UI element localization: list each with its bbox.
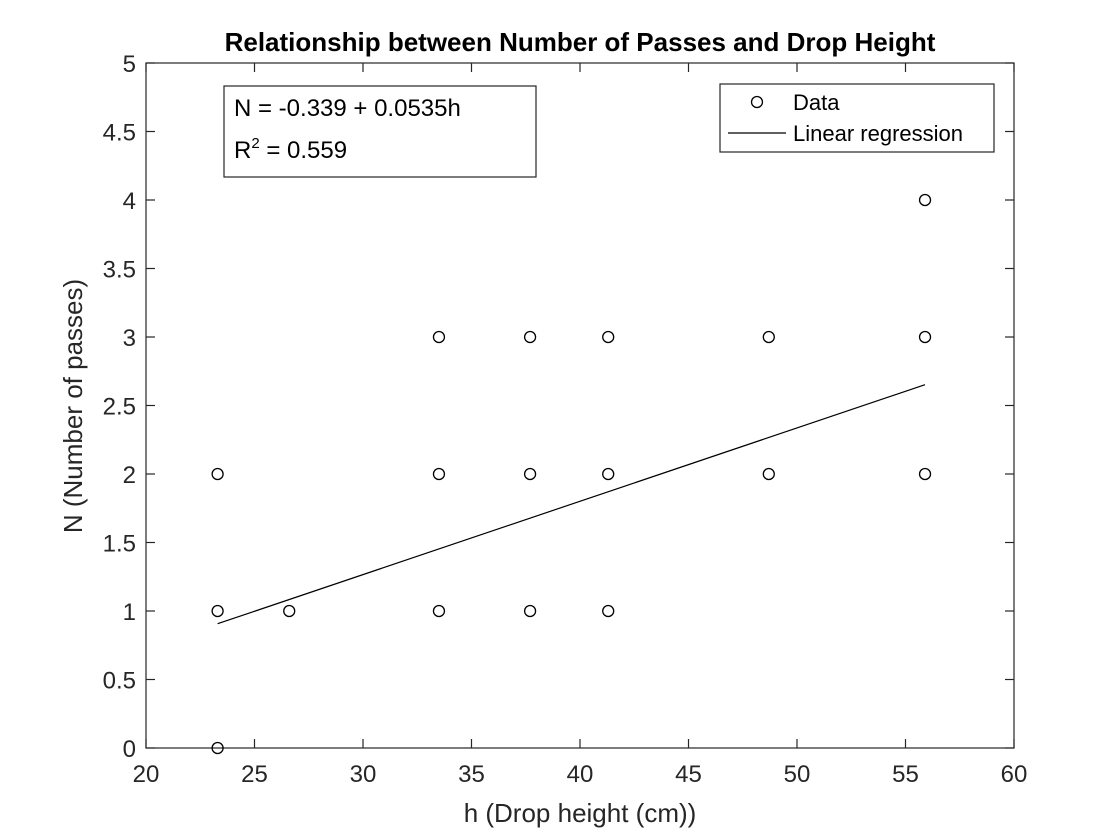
chart-title: Relationship between Number of Passes an… bbox=[225, 27, 936, 57]
y-axis-title: N (Number of passes) bbox=[58, 279, 88, 533]
x-tick-label: 40 bbox=[567, 761, 594, 788]
data-point bbox=[523, 467, 537, 481]
data-point bbox=[762, 330, 775, 344]
r-squared-label: R2 = 0.559 bbox=[234, 135, 347, 164]
data-point bbox=[211, 741, 224, 755]
y-tick-label: 3.5 bbox=[103, 257, 136, 284]
data-point bbox=[432, 330, 446, 344]
legend-label-data: Data bbox=[793, 90, 840, 115]
data-point bbox=[523, 604, 537, 618]
y-tick-label: 4 bbox=[123, 188, 136, 215]
x-tick-label: 60 bbox=[1001, 761, 1028, 788]
axis-ticks: 20 25 30 35 40 45 50 55 60 0 0.5 1 1.5 2 2.5 3 3.5 4 4.5 5 bbox=[103, 51, 1028, 788]
x-tick-label: 55 bbox=[892, 761, 919, 788]
regression-line bbox=[217, 384, 926, 625]
x-tick-label: 50 bbox=[784, 761, 811, 788]
data-point bbox=[283, 604, 296, 618]
x-tick-label: 35 bbox=[458, 761, 485, 788]
x-axis-title: h (Drop height (cm)) bbox=[464, 798, 697, 828]
data-point bbox=[918, 193, 932, 207]
r-squared-base: R bbox=[234, 137, 251, 164]
x-tick-label: 45 bbox=[675, 761, 702, 788]
y-tick-label: 0 bbox=[123, 736, 136, 763]
y-tick-label: 3 bbox=[123, 325, 136, 352]
y-tick-label: 4.5 bbox=[103, 120, 136, 147]
y-tick-label: 5 bbox=[123, 51, 136, 78]
x-tick-label: 20 bbox=[133, 761, 160, 788]
data-point bbox=[523, 330, 537, 344]
data-point bbox=[211, 604, 224, 618]
y-tick-label: 2 bbox=[123, 462, 136, 489]
data-point bbox=[211, 467, 224, 481]
annotation-frame bbox=[223, 85, 537, 178]
data-point bbox=[432, 467, 446, 481]
data-point bbox=[602, 604, 615, 618]
x-tick-label: 30 bbox=[350, 761, 377, 788]
data-point bbox=[432, 604, 446, 618]
legend: Data Linear regression bbox=[719, 83, 995, 153]
x-tick-label: 25 bbox=[241, 761, 268, 788]
r-squared-superscript: 2 bbox=[251, 135, 259, 152]
data-point bbox=[762, 467, 775, 481]
regression-equation: N = -0.339 + 0.0535h bbox=[234, 95, 461, 122]
y-tick-label: 1 bbox=[123, 599, 136, 626]
data-point bbox=[602, 330, 615, 344]
data-point bbox=[918, 330, 932, 344]
legend-frame bbox=[719, 83, 995, 153]
y-tick-label: 0.5 bbox=[103, 668, 136, 695]
y-tick-label: 1.5 bbox=[103, 531, 136, 558]
regression-equation-box: N = -0.339 + 0.0535h R2 = 0.559 bbox=[223, 85, 537, 178]
r-squared-value: = 0.559 bbox=[260, 137, 347, 164]
data-point bbox=[918, 467, 932, 481]
y-tick-label: 2.5 bbox=[103, 394, 136, 421]
data-point bbox=[602, 467, 615, 481]
legend-label-regression: Linear regression bbox=[793, 121, 963, 146]
legend-marker-data bbox=[750, 95, 764, 109]
